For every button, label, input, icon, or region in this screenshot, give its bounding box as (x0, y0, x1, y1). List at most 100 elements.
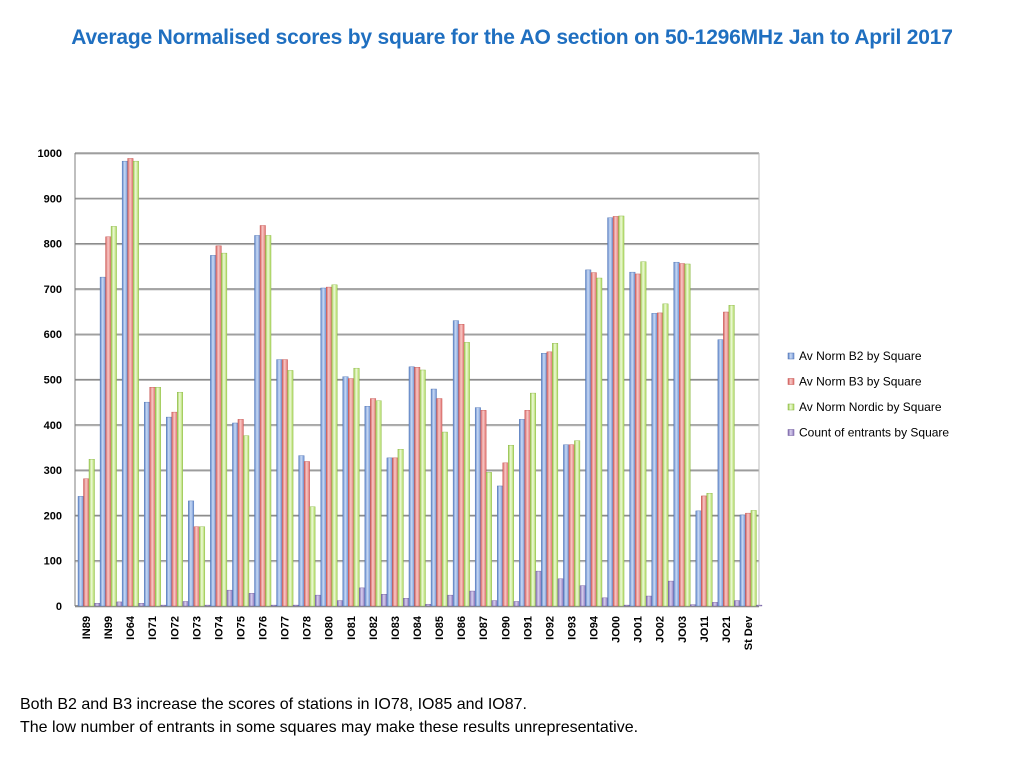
bar-count-in99 (116, 601, 123, 607)
bar-b3-jo02 (656, 312, 663, 607)
bar-b2-io83 (386, 457, 393, 607)
bar-count-io76 (270, 604, 277, 607)
bar-count-io72 (182, 601, 189, 607)
x-tick-label: IO72 (169, 616, 181, 640)
bar-b3-io83 (392, 457, 399, 607)
bar-b2-io64 (121, 160, 128, 607)
bar-b2-io93 (563, 444, 570, 607)
y-tick-label: 800 (44, 239, 62, 251)
bar-b3-io85 (436, 398, 443, 607)
bar-nordic-io64 (132, 160, 139, 607)
bar-nordic-jo03 (684, 263, 691, 607)
bar-b3-io73 (193, 526, 200, 607)
legend-swatch-b3 (787, 378, 795, 385)
bar-nordic-io82 (375, 400, 382, 607)
footnote: Both B2 and B3 increase the scores of st… (20, 693, 638, 739)
bar-b3-io80 (326, 286, 332, 607)
bar-nordic-in99 (110, 226, 117, 607)
bar-nordic-io90 (508, 444, 514, 607)
bar-nordic-jo21 (728, 305, 735, 607)
bar-count-st-dev (756, 604, 763, 607)
y-tick-labels: 0 100 200 300 400 500 600 700 800 900 1000 (38, 148, 62, 613)
x-tick-label: IO81 (346, 616, 358, 640)
bar-b3-io94 (590, 272, 597, 607)
bar-b2-io91 (519, 419, 525, 607)
bar-b3-io75 (237, 419, 244, 607)
x-tick-label: St Dev (743, 615, 755, 650)
bar-count-io85 (447, 594, 454, 607)
bar-count-io81 (359, 587, 365, 607)
bar-b3-jo00 (612, 216, 619, 607)
bar-nordic-io78 (309, 506, 316, 607)
bar-b3-io71 (149, 387, 156, 607)
x-tick-label: IO75 (235, 616, 247, 640)
bar-nordic-io72 (177, 391, 183, 607)
bar-count-io93 (579, 585, 586, 607)
x-tick-label: IO77 (280, 616, 292, 640)
bar-count-io86 (469, 590, 476, 607)
y-tick-label: 500 (44, 375, 62, 387)
bar-count-io90 (513, 601, 520, 607)
bar-b2-io75 (232, 422, 239, 607)
bar-b2-jo03 (673, 261, 680, 607)
bar-nordic-io81 (353, 367, 360, 607)
bar-count-jo21 (734, 600, 741, 607)
x-tick-label: IO82 (368, 616, 380, 640)
x-tick-label: IO76 (258, 616, 270, 640)
y-tick-label: 0 (56, 601, 62, 613)
bar-b2-st-dev (739, 514, 746, 607)
bar-b3-io64 (127, 158, 134, 607)
bar-b2-io90 (497, 485, 503, 607)
bar-count-in89 (94, 603, 101, 607)
bar-b3-io72 (171, 411, 178, 607)
bar-b2-io80 (320, 287, 327, 607)
bar-b2-in89 (77, 496, 84, 607)
bar-nordic-io76 (265, 235, 272, 607)
bar-b3-io90 (502, 462, 509, 607)
x-tick-label: JO03 (677, 616, 689, 643)
bar-b2-io78 (298, 455, 305, 607)
bar-b2-jo00 (607, 217, 614, 607)
bar-count-io73 (204, 604, 211, 607)
bar-b2-io73 (188, 500, 195, 607)
y-tick-label: 900 (44, 193, 62, 205)
bar-nordic-io86 (463, 342, 470, 607)
bar-nordic-jo02 (662, 303, 669, 607)
bar-count-jo00 (623, 604, 630, 607)
slide-title: Average Normalised scores by square for … (71, 26, 953, 49)
x-tick-label: JO01 (633, 616, 645, 643)
bar-b3-io87 (480, 410, 487, 607)
bar-b3-jo03 (679, 263, 685, 607)
bar-b3-jo21 (723, 311, 730, 607)
bar-count-io83 (403, 598, 410, 607)
bar-b2-io71 (143, 401, 150, 607)
bar-nordic-io75 (243, 435, 250, 607)
x-tick-label: JO02 (655, 616, 667, 643)
bar-nordic-io83 (397, 449, 404, 607)
bar-b2-io84 (408, 366, 415, 607)
bar-b3-io74 (215, 245, 222, 607)
bar-b3-jo11 (701, 495, 708, 607)
bar-b3-io81 (348, 378, 354, 607)
bar-b3-io93 (568, 444, 575, 607)
bar-count-io94 (601, 597, 608, 607)
bar-nordic-io73 (199, 526, 206, 607)
bar-count-io80 (337, 600, 343, 607)
bar-b3-io84 (414, 367, 421, 607)
bar-b2-io81 (342, 376, 349, 607)
x-tick-labels: IN89 IN99 IO64 IO71 IO72 IO73 IO74 IO75 IO76 IO77… (81, 615, 755, 650)
x-tick-label: JO00 (611, 616, 623, 643)
bar-b2-io82 (364, 406, 371, 607)
x-tick-label: IO86 (456, 616, 468, 640)
x-tick-label: IO93 (566, 616, 578, 640)
y-tick-label: 200 (44, 510, 62, 522)
x-tick-label: IO73 (191, 616, 203, 640)
bar-nordic-jo11 (706, 493, 713, 607)
x-tick-label: IO91 (522, 616, 534, 640)
x-tick-label: JO11 (699, 616, 711, 642)
y-tick-label: 300 (44, 465, 62, 477)
bar-b3-st-dev (745, 512, 752, 607)
legend-label-count: Count of entrants by Square (799, 426, 949, 440)
x-tick-label: IO92 (544, 616, 556, 640)
bar-count-jo02 (667, 580, 674, 607)
